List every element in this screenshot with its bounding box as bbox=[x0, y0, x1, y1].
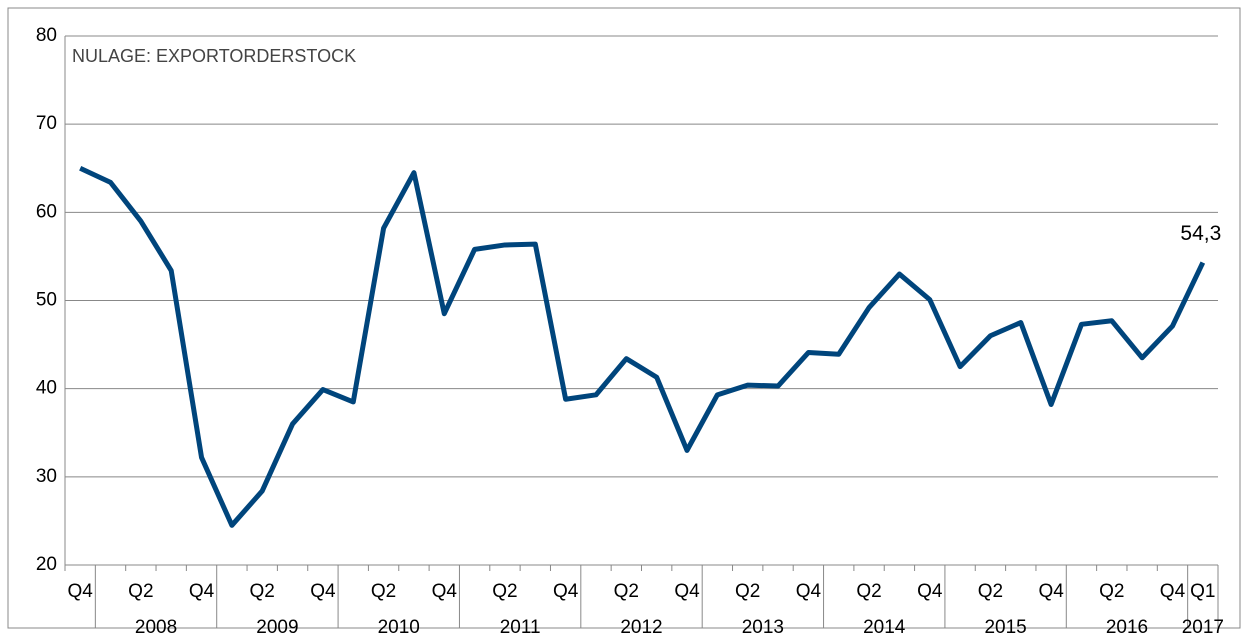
year-label: 2012 bbox=[620, 617, 662, 636]
x-tick-label: Q2 bbox=[856, 581, 881, 602]
x-tick-label: Q4 bbox=[432, 581, 458, 602]
x-tick-label: Q4 bbox=[553, 581, 579, 602]
x-tick-label: Q1 bbox=[1190, 581, 1215, 602]
x-tick-label: Q4 bbox=[1160, 581, 1186, 602]
y-tick-label: 50 bbox=[36, 290, 57, 311]
x-tick-label: Q4 bbox=[1038, 581, 1064, 602]
data-label: 54,3 bbox=[1180, 222, 1221, 245]
year-label: 2015 bbox=[984, 617, 1026, 636]
y-tick-label: 20 bbox=[36, 554, 57, 575]
year-label: 2013 bbox=[742, 617, 784, 636]
x-tick-label: Q2 bbox=[1099, 581, 1124, 602]
year-label: 2017 bbox=[1182, 617, 1224, 636]
x-tick-label: Q2 bbox=[371, 581, 396, 602]
x-tick-label: Q2 bbox=[492, 581, 517, 602]
y-tick-label: 30 bbox=[36, 466, 57, 487]
data-line bbox=[79, 165, 1206, 528]
x-tick-label: Q4 bbox=[796, 581, 822, 602]
y-tick-label: 60 bbox=[36, 201, 57, 222]
chart-frame bbox=[7, 7, 1241, 629]
x-tick-label: Q4 bbox=[67, 581, 93, 602]
x-tick-label: Q2 bbox=[250, 581, 275, 602]
x-tick-label: Q4 bbox=[310, 581, 336, 602]
chart-title: NULAGE: EXPORTORDERSTOCK bbox=[72, 46, 356, 66]
x-tick-label: Q2 bbox=[128, 581, 153, 602]
x-tick-label: Q2 bbox=[735, 581, 760, 602]
year-label: 2009 bbox=[256, 617, 298, 636]
x-tick-label: Q4 bbox=[189, 581, 215, 602]
year-label: 2016 bbox=[1106, 617, 1148, 636]
x-tick-label: Q4 bbox=[917, 581, 943, 602]
x-tick-label: Q2 bbox=[978, 581, 1003, 602]
y-tick-label: 70 bbox=[36, 113, 57, 134]
year-label: 2010 bbox=[378, 617, 420, 636]
y-tick-label: 40 bbox=[36, 378, 57, 399]
year-label: 2014 bbox=[863, 617, 906, 636]
y-tick-label: 80 bbox=[36, 25, 57, 46]
year-label: 2011 bbox=[500, 617, 541, 636]
x-tick-label: Q2 bbox=[614, 581, 639, 602]
year-label: 2008 bbox=[135, 617, 177, 636]
x-tick-label: Q4 bbox=[674, 581, 700, 602]
